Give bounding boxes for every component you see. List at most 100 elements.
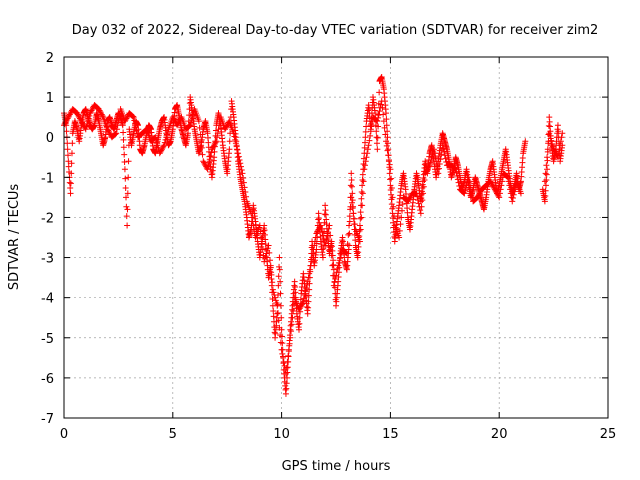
data-point-interp bbox=[359, 202, 366, 209]
data-point-interp bbox=[306, 270, 313, 277]
data-point-interp bbox=[284, 374, 291, 381]
data-point-interp bbox=[346, 222, 353, 229]
data-point-interp bbox=[250, 222, 257, 229]
data-point-interp bbox=[406, 195, 413, 202]
data-point-interp bbox=[64, 115, 71, 122]
data-point-interp bbox=[327, 232, 334, 239]
data-point bbox=[387, 166, 394, 173]
data-point-interp bbox=[162, 136, 169, 143]
data-point-interp bbox=[396, 227, 403, 234]
data-point-interp bbox=[120, 129, 127, 136]
data-point-interp bbox=[438, 151, 445, 158]
data-point-interp bbox=[454, 176, 461, 183]
data-point-interp bbox=[223, 123, 230, 130]
data-point-interp bbox=[431, 150, 438, 157]
data-point bbox=[300, 298, 307, 305]
data-point-interp bbox=[82, 124, 89, 131]
data-point-interp bbox=[311, 242, 318, 249]
data-point-interp bbox=[506, 182, 513, 189]
y-tick-label: -2 bbox=[41, 211, 54, 226]
data-point-interp bbox=[367, 132, 374, 139]
data-point-interp bbox=[174, 120, 181, 127]
data-point bbox=[322, 242, 329, 249]
data-point-interp bbox=[299, 300, 306, 307]
data-point-interp bbox=[124, 114, 131, 121]
data-point-interp bbox=[157, 148, 164, 155]
data-point-interp bbox=[425, 163, 432, 170]
data-point-interp bbox=[275, 273, 282, 280]
data-point-interp bbox=[465, 177, 472, 184]
data-point-interp bbox=[306, 286, 313, 293]
data-point-interp bbox=[374, 134, 381, 141]
data-point bbox=[517, 190, 524, 197]
data-point-interp bbox=[301, 295, 308, 302]
data-point bbox=[452, 166, 459, 173]
data-point bbox=[413, 190, 420, 197]
data-point bbox=[330, 282, 337, 289]
data-point-interp bbox=[106, 130, 113, 137]
data-point-interp bbox=[376, 89, 383, 96]
data-point bbox=[546, 130, 553, 137]
data-point-interp bbox=[288, 328, 295, 335]
data-point bbox=[161, 142, 168, 149]
data-point-interp bbox=[344, 241, 351, 248]
data-point-interp bbox=[490, 183, 497, 190]
data-point-interp bbox=[345, 231, 352, 238]
data-point-interp bbox=[543, 162, 550, 169]
data-point-interp bbox=[542, 182, 549, 189]
data-point-interp bbox=[440, 145, 447, 152]
data-point bbox=[269, 286, 276, 293]
data-point-interp bbox=[85, 115, 92, 122]
data-point bbox=[78, 118, 85, 125]
data-point bbox=[330, 266, 337, 273]
data-point-interp bbox=[241, 184, 248, 191]
data-point-interp bbox=[389, 194, 396, 201]
data-point-interp bbox=[208, 149, 215, 156]
data-point bbox=[343, 250, 350, 257]
data-point-interp bbox=[170, 115, 177, 122]
data-point bbox=[65, 114, 72, 121]
data-point-interp bbox=[385, 156, 392, 163]
data-point-interp bbox=[272, 297, 279, 304]
data-point bbox=[282, 390, 289, 397]
data-point-interp bbox=[284, 358, 291, 365]
data-point bbox=[383, 110, 390, 117]
data-point-interp bbox=[132, 120, 139, 127]
data-point-interp bbox=[279, 350, 286, 357]
data-point bbox=[261, 258, 268, 265]
data-point-interp bbox=[441, 152, 448, 159]
data-point bbox=[282, 370, 289, 377]
y-tick-label: 2 bbox=[46, 51, 54, 66]
data-point-interp bbox=[62, 119, 69, 126]
data-point-interp bbox=[263, 250, 270, 257]
data-point-interp bbox=[335, 259, 342, 266]
data-point-interp bbox=[347, 182, 354, 189]
data-point-interp bbox=[510, 191, 517, 198]
data-point bbox=[230, 130, 237, 137]
data-point-interp bbox=[202, 162, 209, 169]
data-point-interp bbox=[68, 150, 75, 157]
data-point bbox=[278, 346, 285, 353]
data-point-interp bbox=[302, 288, 309, 295]
data-point-interp bbox=[385, 152, 392, 159]
data-point-interp bbox=[123, 213, 130, 220]
data-point-interp bbox=[380, 118, 387, 125]
data-point bbox=[187, 122, 194, 129]
data-point-interp bbox=[105, 128, 112, 135]
data-point bbox=[296, 326, 303, 333]
data-point-interp bbox=[364, 146, 371, 153]
data-point-interp bbox=[337, 254, 344, 261]
data-point bbox=[313, 230, 320, 237]
data-point-interp bbox=[257, 228, 264, 235]
data-point-interp bbox=[333, 272, 339, 279]
data-point-interp bbox=[284, 364, 291, 371]
data-point bbox=[385, 146, 392, 153]
data-point-interp bbox=[75, 112, 82, 119]
data-point-interp bbox=[320, 245, 327, 252]
data-point-interp bbox=[383, 142, 390, 149]
data-point bbox=[256, 222, 263, 229]
data-point-interp bbox=[123, 115, 130, 122]
data-point bbox=[541, 198, 548, 205]
data-point-interp bbox=[366, 137, 373, 144]
data-point bbox=[213, 138, 220, 145]
